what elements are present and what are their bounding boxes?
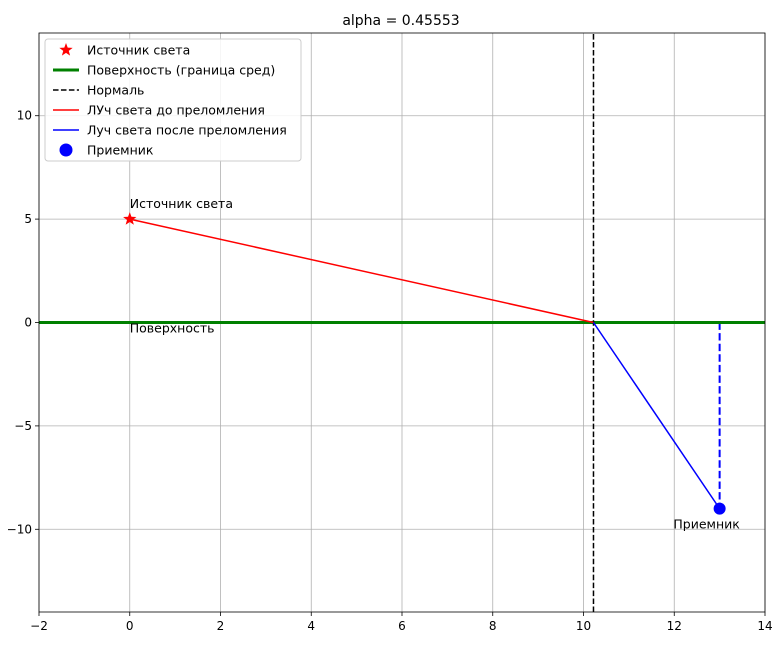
x-tick-label-0: −2	[30, 619, 48, 633]
legend-label-3: ЛУч света до преломления	[87, 103, 265, 118]
legend-label-4: Луч света после преломления	[87, 123, 287, 138]
legend-handle-5	[59, 143, 73, 157]
y-tick-label-1: −5	[14, 419, 32, 433]
axes: −2 0 2 4 6 8 10 12 14 −10 −5 0 5 10	[7, 32, 773, 633]
legend-handle-0	[59, 43, 73, 56]
series-line-3	[129, 218, 594, 324]
receiver-circle-marker	[713, 502, 726, 515]
legend-label-2: Нормаль	[87, 83, 144, 98]
x-tick-label-6: 10	[576, 619, 591, 633]
x-tick-label-1: 0	[126, 619, 134, 633]
annotations: Источник света Поверхность Приемник	[130, 196, 741, 531]
y-tick-label-2: 0	[24, 316, 32, 330]
x-tick-label-5: 8	[489, 619, 497, 633]
legend-label-0: Источник света	[87, 43, 190, 58]
legend-box	[44, 38, 302, 162]
x-tick-label-4: 6	[398, 619, 406, 633]
x-tick-label-3: 4	[307, 619, 315, 633]
x-tick-label-7: 12	[667, 619, 682, 633]
series-line-4	[592, 322, 721, 510]
annotation-0: Источник света	[130, 196, 233, 211]
chart-title: alpha = 0.45553	[342, 13, 459, 29]
source-star-marker	[123, 212, 137, 225]
y-tick-label-3: 5	[24, 212, 32, 226]
legend-label-5: Приемник	[87, 143, 154, 158]
annotation-2: Приемник	[673, 517, 740, 532]
y-tick-label-0: −10	[7, 522, 32, 536]
y-tick-label-4: 10	[17, 109, 32, 123]
annotation-1: Поверхность	[130, 321, 215, 336]
legend-label-1: Поверхность (граница сред)	[87, 63, 275, 78]
plot-area	[39, 33, 765, 612]
legend: Источник света Поверхность (граница сред)…	[44, 38, 302, 162]
x-tick-label-8: 14	[757, 619, 772, 633]
x-tick-label-2: 2	[217, 619, 225, 633]
